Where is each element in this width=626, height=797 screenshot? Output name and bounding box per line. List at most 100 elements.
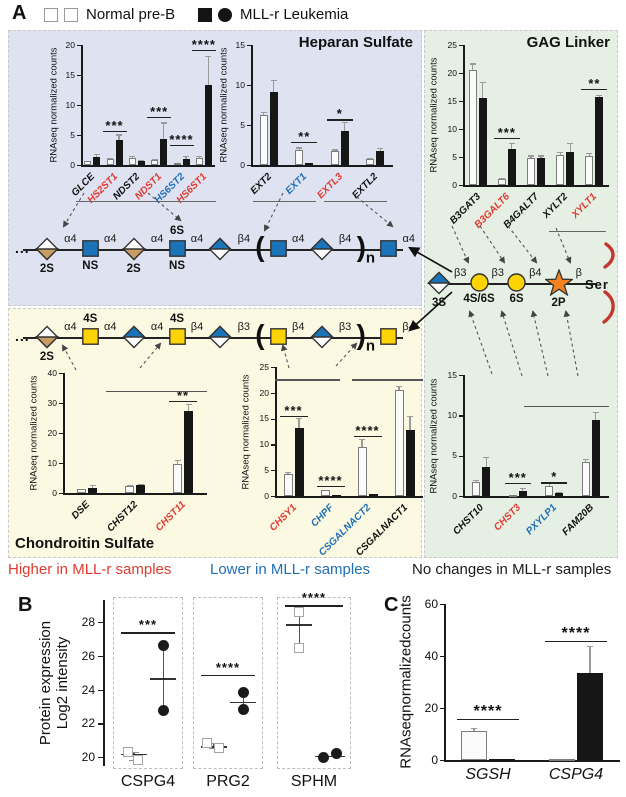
bar-mllr: [115, 139, 123, 165]
linkage: α4: [151, 321, 163, 333]
gag-linker-chain-diagram: 3S β3 4S/6S β3 6S β4 2P β Ser: [426, 261, 609, 313]
bar-chart-cs-right: RNAseq normalized counts 0 5 10 15 20 25 CHSY1 C…: [241, 353, 427, 558]
bar-normal: [330, 151, 339, 165]
whisker-line: [242, 692, 245, 710]
y-axis: [275, 367, 277, 496]
y-tick: [77, 105, 81, 107]
connector-overline: [524, 405, 609, 407]
error-bar-cap: [407, 415, 413, 417]
y-tick: [77, 135, 81, 137]
y-tick-label: 10: [447, 410, 457, 421]
connector-overline: [106, 391, 207, 393]
xylose-star-icon: 2P: [543, 268, 574, 309]
significance-stars: ****: [355, 423, 380, 439]
gene-group-underline: [549, 231, 607, 233]
y-tick-label: 15: [447, 95, 457, 106]
error-bar-cap: [359, 438, 365, 440]
significance-stars: ****: [561, 624, 591, 642]
significance-stars: ***: [105, 117, 124, 133]
y-tick: [459, 455, 463, 457]
linkage-label: α4: [103, 233, 117, 245]
linkage: α4: [292, 233, 304, 245]
error-bar: [185, 156, 187, 159]
significance-line: [316, 486, 345, 488]
significance-line: [285, 605, 343, 607]
error-bar-cap: [586, 152, 593, 154]
bar-mllr: [182, 159, 190, 165]
bar-normal: [151, 160, 159, 165]
bar-mllr: [566, 151, 575, 185]
bar-mllr: [489, 758, 515, 761]
linkage: α4: [104, 321, 116, 333]
error-bar-cap: [596, 94, 603, 97]
idoa-2s-diamond-icon: 2S: [34, 237, 60, 275]
error-bar-cap: [469, 63, 476, 65]
x-axis: [463, 496, 609, 498]
protein-x-label: PRG2: [206, 773, 250, 790]
significance-line: [279, 415, 308, 417]
legend-mllr-circle-icon: [218, 8, 232, 22]
linkage-label: β4: [402, 321, 415, 333]
glcnac-square-icon: [269, 240, 287, 262]
sugar-modification-label: 2S: [126, 263, 141, 275]
bar-normal: [195, 157, 203, 165]
error-bar: [91, 485, 94, 488]
y-tick: [59, 373, 63, 375]
error-bar-cap: [129, 155, 136, 157]
significance-line: [581, 88, 608, 90]
bar-mllr: [591, 420, 600, 496]
y-tick: [459, 129, 463, 131]
glca-diamond-icon: [208, 325, 233, 354]
y-tick: [98, 622, 103, 624]
significance-stars: ****: [191, 36, 216, 52]
gag-linker-title: GAG Linker: [526, 34, 610, 51]
mean-line: [230, 701, 257, 704]
heparan-sulfate-chain-diagram: ... 2S α4 NS α4 2S α4 NS 6S α4 β4 (α4 β4)n α4: [15, 225, 415, 279]
mean-line: [286, 623, 313, 626]
idoa-2s-diamond-icon: 2S: [34, 325, 60, 363]
galnac-square-icon: [269, 328, 287, 350]
error-bar-cap: [528, 155, 534, 157]
y-tick: [440, 708, 444, 710]
linkage: β3: [238, 321, 250, 333]
protein-y-axis-label: Protein expression Log2 intensity: [36, 620, 71, 746]
linkage-label: α4: [150, 233, 164, 245]
error-bar: [273, 80, 275, 93]
bar-mllr: [555, 493, 564, 496]
caption-nochange: No changes in MLL-r samples: [412, 561, 612, 578]
error-bar-cap: [260, 112, 267, 114]
repeat-close: )n: [357, 321, 376, 360]
y-axis-label: RNAseq normalized counts: [28, 375, 40, 491]
y-tick: [440, 604, 444, 606]
error-bar-cap: [89, 485, 96, 487]
error-bar: [207, 55, 209, 85]
x-category-label: SGSH: [465, 766, 511, 783]
linkage-label: α4: [103, 321, 117, 333]
legend-mllr-label: MLL-r Leukemia: [240, 6, 349, 23]
open-paren: (: [255, 231, 265, 262]
bar-normal: [556, 155, 565, 185]
connector-overline: [275, 379, 341, 381]
linkage-label: β3: [338, 321, 352, 333]
bar-mllr: [577, 672, 603, 760]
bar-normal: [468, 70, 477, 185]
linkage: α4: [191, 233, 203, 245]
error-bar-cap: [479, 81, 486, 84]
significance-line: [545, 640, 607, 643]
y-tick-label: 25: [259, 361, 269, 372]
sugar-modification-label: 3S: [431, 297, 447, 309]
linkage: α4: [104, 233, 116, 245]
error-bar: [176, 459, 179, 464]
error-bar-cap: [270, 80, 277, 82]
significance-stars: ****: [318, 473, 343, 489]
glcnac-square-icon: NS: [81, 240, 99, 272]
error-bar-cap: [296, 147, 303, 149]
error-bar: [559, 151, 561, 156]
significance-line: [504, 483, 531, 485]
linkage: α4: [64, 321, 76, 333]
glca-diamond-icon: [309, 325, 334, 354]
normal-point-square: [133, 754, 143, 765]
legend-mllr-square-icon: [198, 8, 212, 22]
linkage-label: β4: [338, 233, 352, 245]
error-bar: [344, 121, 346, 132]
